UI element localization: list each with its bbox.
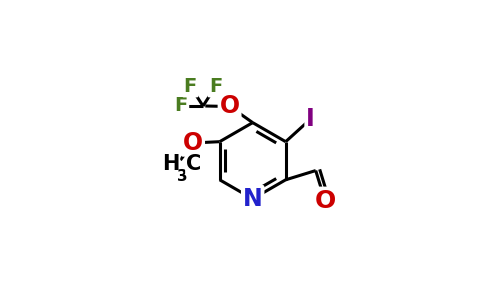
Text: O: O: [314, 189, 335, 213]
Text: F: F: [183, 77, 197, 96]
Text: F: F: [174, 97, 188, 116]
Text: O: O: [183, 131, 203, 155]
Text: N: N: [243, 187, 262, 211]
Text: H: H: [162, 154, 179, 174]
Text: C: C: [186, 154, 201, 174]
Text: 3: 3: [178, 169, 188, 184]
Text: O: O: [220, 94, 240, 118]
Text: F: F: [209, 77, 222, 96]
Text: I: I: [306, 107, 315, 131]
